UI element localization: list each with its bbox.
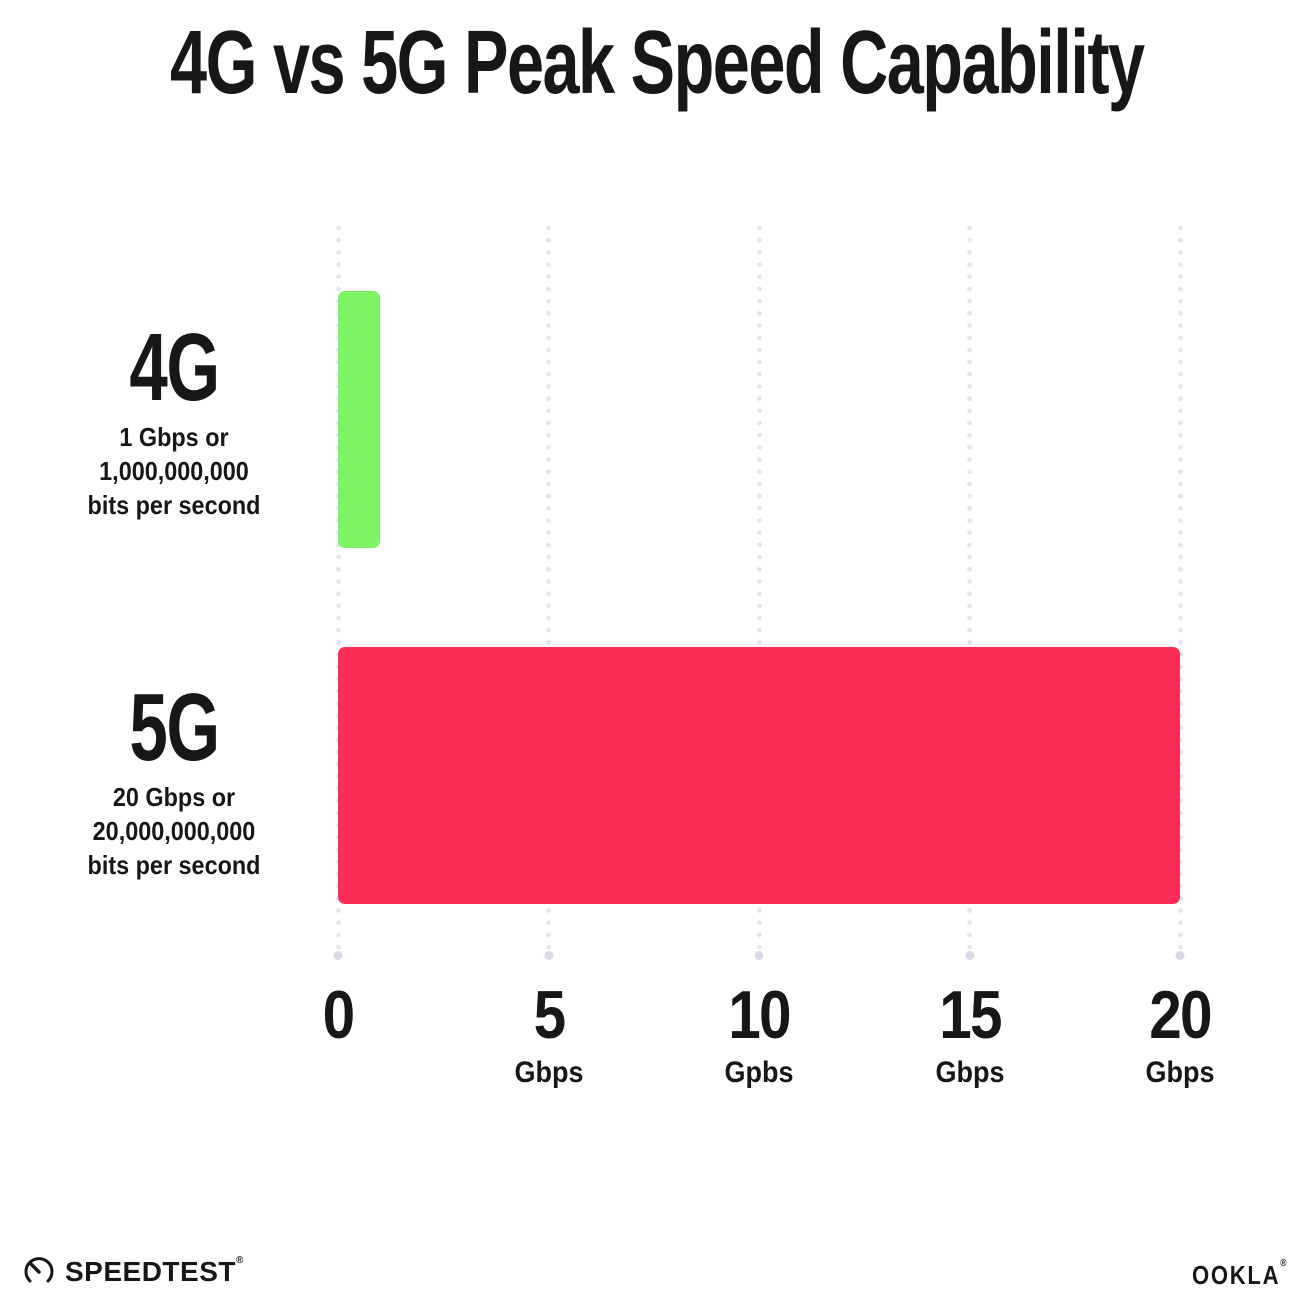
registered-trademark-symbol: ® (235, 1254, 244, 1266)
category-sublabel-line: 1 Gbps or (119, 422, 229, 452)
gridline-20 (1177, 222, 1183, 955)
category-name-4g: 4G (129, 314, 220, 421)
x-tick-unit: Gbps (1145, 1056, 1215, 1089)
x-tick-value: 15 (938, 977, 1002, 1053)
gridline-0 (335, 222, 341, 955)
ookla-logo: OOKLA® (1192, 1258, 1288, 1291)
x-tick-unit: Gbps (513, 1056, 583, 1089)
category-sublabel-line: bits per second (87, 850, 261, 880)
x-tick-5: 5 Gbps (439, 977, 659, 1089)
category-label-4g: 4G 1 Gbps or 1,000,000,000 bits per seco… (28, 314, 320, 522)
chart-title: 4G vs 5G Peak Speed Capability (170, 13, 1145, 113)
speedtest-gauge-icon (22, 1254, 56, 1288)
x-tick-0: 0 (228, 977, 448, 1058)
bar-4g (338, 291, 380, 548)
x-tick-value: 0 (322, 977, 356, 1053)
x-tick-value: 20 (1149, 977, 1212, 1053)
category-sublabel-line: 20,000,000,000 (92, 816, 256, 846)
category-sublabel-line: bits per second (87, 490, 261, 520)
x-tick-15: 15 Gbps (860, 977, 1080, 1089)
category-sublabel-line: 1,000,000,000 (99, 456, 249, 486)
gridline-15 (967, 222, 972, 955)
gridline-5 (546, 222, 551, 955)
gridline-10 (756, 222, 762, 955)
x-tick-value: 5 (533, 977, 566, 1053)
category-label-5g: 5G 20 Gbps or 20,000,000,000 bits per se… (28, 674, 320, 882)
x-tick-10: 10 Gpbs (649, 977, 869, 1089)
speedtest-logo: SPEEDTEST® (22, 1254, 244, 1288)
x-tick-value: 10 (728, 977, 791, 1053)
x-tick-unit: Gbps (934, 1056, 1004, 1089)
bar-5g (338, 647, 1180, 904)
ookla-wordmark: OOKLA (1191, 1260, 1281, 1290)
speedtest-wordmark: SPEEDTEST® (65, 1254, 244, 1287)
registered-trademark-symbol: ® (1280, 1258, 1288, 1269)
x-tick-unit: Gpbs (724, 1056, 794, 1089)
x-tick-20: 20 Gbps (1070, 977, 1290, 1089)
category-sublabel-line: 20 Gbps or (112, 782, 236, 812)
category-name-5g: 5G (129, 674, 220, 781)
